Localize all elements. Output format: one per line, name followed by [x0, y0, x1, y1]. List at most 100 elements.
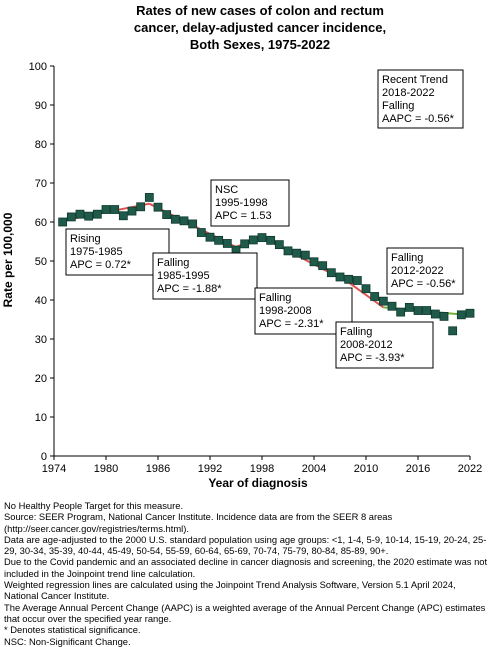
data-point [378, 296, 388, 306]
footnote-line: No Healthy People Target for this measur… [4, 500, 184, 511]
data-point [127, 206, 137, 216]
y-tick-label: 0 [41, 451, 47, 463]
annotation-frame [335, 321, 434, 369]
annotation-line: APC = -3.93* [340, 352, 405, 364]
annotation-line: APC = 1.53 [215, 210, 272, 222]
annotation-frame [377, 69, 464, 129]
data-point [92, 209, 102, 219]
annotation-frame [152, 252, 258, 300]
annotation-line: 1975-1985 [70, 246, 123, 258]
data-point [257, 233, 267, 243]
data-point [396, 307, 406, 317]
data-point [361, 284, 371, 294]
annotation-line: Falling [340, 326, 372, 338]
x-tick-label: 1974 [42, 463, 66, 475]
data-point [188, 219, 198, 229]
chart-title-line-1: Rates of new cases of colon and rectum [136, 3, 384, 18]
x-tick-label: 1998 [250, 463, 274, 475]
data-point [118, 211, 128, 221]
footnote-line: * Denotes statistical significance. [4, 624, 141, 636]
data-point [344, 274, 354, 284]
data-point [144, 193, 154, 202]
annotation-frame [65, 228, 170, 276]
annotation-line: 2012-2022 [391, 265, 444, 277]
data-point [136, 202, 146, 212]
data-point [439, 311, 449, 321]
annotation-line: 1995-1998 [215, 197, 268, 209]
x-tick-label: 2022 [458, 463, 482, 475]
footnote-line: The Average Annual Percent Change (AAPC)… [4, 601, 486, 624]
y-tick-label: 90 [35, 100, 47, 112]
y-tick-label: 40 [35, 295, 47, 307]
data-point [179, 216, 189, 226]
data-point [430, 309, 440, 319]
y-tick-label: 30 [35, 334, 47, 346]
chart-title-line-3: Both Sexes, 1975-2022 [189, 37, 331, 52]
data-point [292, 248, 302, 258]
data-point [300, 250, 310, 260]
data-point [205, 232, 215, 242]
annotation-frame [210, 179, 290, 227]
data-point [404, 303, 414, 312]
x-tick-label: 2004 [302, 463, 326, 475]
x-tick-label: 2010 [354, 463, 378, 475]
data-point [318, 261, 328, 271]
footnote-line: Data are age-adjusted to the 2000 U.S. s… [4, 533, 487, 557]
y-tick-label: 20 [35, 373, 47, 385]
y-tick-label: 10 [35, 412, 47, 424]
data-point [162, 210, 172, 219]
annotation-line: 2018-2022 [382, 87, 435, 99]
y-tick-label: 70 [35, 178, 47, 190]
footnote-line: NSC: Non-Significant Change. [4, 635, 131, 647]
chart-title: Rates of new cases of colon and rectum c… [60, 2, 460, 53]
data-point [413, 306, 423, 315]
annotation-line: APC = -1.88* [157, 283, 222, 295]
data-point [75, 209, 85, 219]
annotation-line: Falling [259, 292, 291, 304]
data-point [309, 257, 319, 267]
data-point [58, 217, 68, 227]
data-point [283, 246, 293, 256]
data-point [170, 214, 180, 224]
annotation-line: NSC [215, 184, 238, 196]
data-point [248, 235, 258, 245]
annotation-line: 1985-1995 [157, 270, 210, 282]
y-tick-label: 50 [35, 256, 47, 268]
data-point [196, 228, 206, 237]
chart-title-line-2: cancer, delay-adjusted cancer incidence, [133, 20, 387, 35]
footnote-line: Source: SEER Program, National Cancer In… [4, 511, 393, 534]
annotation-line: APC = -2.31* [259, 318, 324, 330]
axes: 0 10 20 30 40 50 60 70 80 90 100 1974 1980 1986 1992 19… [29, 61, 483, 475]
data-point [101, 205, 111, 214]
data-point [110, 205, 120, 214]
annotation-line: Recent Trend [382, 74, 448, 86]
annotation-frame [386, 247, 464, 295]
data-point [153, 202, 163, 212]
data-point [326, 268, 336, 278]
annotation-line: 1998-2008 [259, 305, 312, 317]
incidence-chart: 0 10 20 30 40 50 60 70 80 90 100 1974 1980 1986 1992 19… [1, 61, 483, 490]
data-point [274, 240, 284, 250]
annotation-line: Falling [391, 252, 423, 264]
data-point [335, 272, 345, 282]
data-point [266, 235, 276, 245]
trend-segment [348, 281, 384, 309]
footnote-line: Weighted regression lines are calculated… [4, 579, 456, 602]
data-point [222, 239, 232, 248]
x-tick-label: 2016 [406, 463, 430, 475]
data-point [66, 212, 76, 222]
x-tick-label: 1992 [198, 463, 222, 475]
annotation-line: AAPC = -0.56* [382, 113, 455, 125]
footnote-line: Due to the Covid pandemic and an associa… [4, 556, 488, 579]
data-point [422, 306, 432, 315]
data-point [370, 292, 380, 301]
data-point [240, 239, 250, 249]
y-tick-label: 100 [29, 61, 47, 73]
annotation-line: Falling [382, 100, 414, 112]
